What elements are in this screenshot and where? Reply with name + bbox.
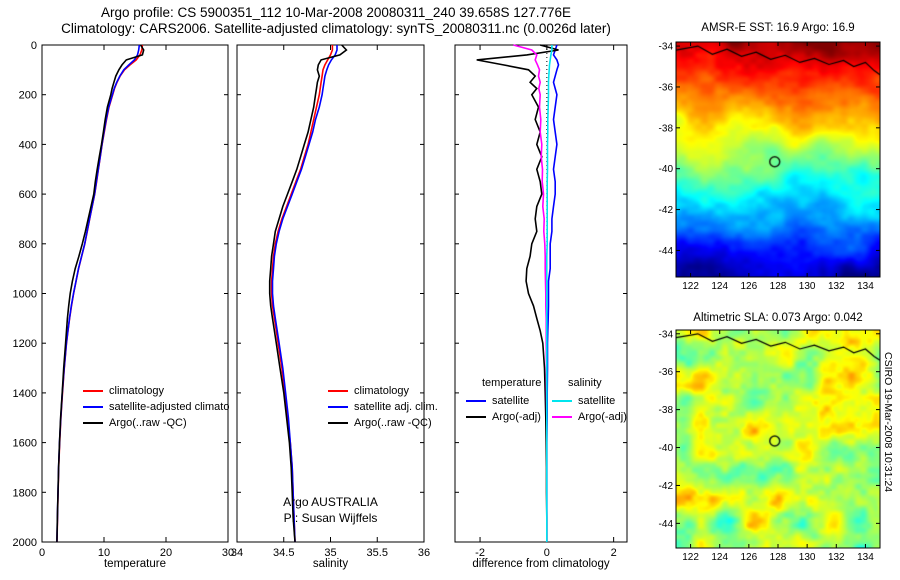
- legend-column-header: salinity: [568, 377, 602, 389]
- csiro-timestamp: CSIRO 19-Mar-2008 10:31:24: [882, 352, 894, 493]
- difference-chart: -2 0 2: [454, 44, 628, 559]
- svg-text:122: 122: [682, 281, 699, 292]
- svg-text:-44: -44: [659, 519, 674, 530]
- annotation-line: PI: Susan Wijffels: [283, 511, 378, 525]
- svg-text:134: 134: [857, 552, 874, 563]
- legend-label: climatology: [354, 385, 410, 397]
- climatology-line-swatch: [83, 390, 103, 392]
- svg-text:-36: -36: [659, 367, 674, 378]
- satellite-line-swatch: [466, 400, 486, 402]
- svg-text:128: 128: [770, 552, 787, 563]
- pi-annotation: Argo AUSTRALIA PI: Susan Wijffels: [237, 494, 424, 526]
- svg-text:126: 126: [741, 552, 758, 563]
- sst-map-image: [676, 42, 880, 277]
- svg-text:-38: -38: [659, 405, 674, 416]
- difference-legend-temperature: temperature satellite Argo(-adj): [466, 377, 541, 425]
- temperature-axis-label: temperature: [103, 558, 166, 570]
- satellite-line-swatch: [83, 406, 103, 408]
- legend-label: satellite: [578, 395, 616, 407]
- svg-text:-34: -34: [659, 329, 674, 340]
- svg-text:200: 200: [19, 90, 37, 102]
- svg-text:126: 126: [741, 281, 758, 292]
- legend-label: satellite adj. clim.: [354, 401, 438, 413]
- satellite-line-swatch: [552, 400, 572, 402]
- svg-text:-36: -36: [659, 82, 674, 93]
- svg-text:132: 132: [828, 552, 845, 563]
- argo-line-swatch: [328, 422, 348, 424]
- svg-text:0: 0: [31, 40, 37, 52]
- svg-text:124: 124: [711, 552, 728, 563]
- svg-text:128: 128: [770, 281, 787, 292]
- sst-map-title: AMSR-E SST: 16.9 Argo: 16.9: [701, 22, 855, 34]
- svg-text:-44: -44: [659, 246, 674, 257]
- legend-item: satellite adj. clim.: [328, 399, 438, 415]
- svg-text:1600: 1600: [13, 438, 37, 450]
- salinity-axis-label: salinity: [312, 558, 349, 570]
- difference-legend-salinity: salinity satellite Argo(-adj): [552, 377, 627, 425]
- svg-text:-40: -40: [659, 164, 674, 175]
- legend-column-header: temperature: [482, 377, 542, 389]
- figure-subtitle: Climatology: CARS2006. Satellite-adjuste…: [61, 21, 611, 36]
- salinity-legend: climatology satellite adj. clim. Argo(..…: [328, 383, 438, 431]
- annotation-line: Argo AUSTRALIA: [283, 495, 378, 509]
- sla-map-title: Altimetric SLA: 0.073 Argo: 0.042: [693, 312, 863, 324]
- legend-item: Argo(-adj): [466, 409, 541, 425]
- svg-text:1800: 1800: [13, 487, 37, 499]
- legend-item: satellite-adjusted climatology: [83, 399, 229, 415]
- salinity-chart: 34 34.5 35 35.5 36: [231, 44, 430, 559]
- legend-label: satellite-adjusted climatology: [109, 401, 229, 413]
- argo-line-swatch: [552, 416, 572, 418]
- svg-text:-42: -42: [659, 205, 674, 216]
- svg-text:-40: -40: [659, 443, 674, 454]
- legend-label: Argo(-adj): [492, 411, 541, 423]
- svg-text:-38: -38: [659, 123, 674, 134]
- legend-label: Argo(-adj): [578, 411, 627, 423]
- legend-item: Argo(-adj): [552, 409, 627, 425]
- legend-item: climatology: [83, 383, 229, 399]
- legend-label: climatology: [109, 385, 165, 397]
- svg-text:130: 130: [799, 281, 816, 292]
- svg-text:600: 600: [19, 189, 37, 201]
- svg-text:1200: 1200: [13, 338, 37, 350]
- legend-label: Argo(..raw -QC): [354, 417, 432, 429]
- svg-text:400: 400: [19, 139, 37, 151]
- svg-text:-42: -42: [659, 481, 674, 492]
- svg-text:2000: 2000: [13, 537, 37, 549]
- argo-line-swatch: [83, 422, 103, 424]
- temperature-chart: 0 10 20 30020040060080010001200140016001800…: [13, 40, 235, 559]
- svg-text:130: 130: [799, 552, 816, 563]
- satellite-line-swatch: [328, 406, 348, 408]
- legend-item: satellite: [552, 393, 627, 409]
- sla-map-image: [676, 330, 880, 548]
- legend-item: Argo(..raw -QC): [83, 415, 229, 431]
- legend-item: climatology: [328, 383, 428, 399]
- legend-label: Argo(..raw -QC): [109, 417, 187, 429]
- svg-text:1400: 1400: [13, 388, 37, 400]
- difference-axis-label: difference from climatology: [472, 558, 610, 570]
- legend-item: Argo(..raw -QC): [328, 415, 432, 431]
- legend-label: satellite: [492, 395, 530, 407]
- legend-item: satellite: [466, 393, 541, 409]
- svg-text:800: 800: [19, 239, 37, 251]
- svg-text:-34: -34: [659, 42, 674, 53]
- svg-text:134: 134: [857, 281, 874, 292]
- argo-line-swatch: [466, 416, 486, 418]
- svg-text:132: 132: [828, 281, 845, 292]
- svg-text:122: 122: [682, 552, 699, 563]
- svg-text:1000: 1000: [13, 289, 37, 301]
- figure-title: Argo profile: CS 5900351_112 10-Mar-2008…: [100, 5, 572, 20]
- temperature-legend: climatology satellite-adjusted climatolo…: [83, 383, 229, 431]
- climatology-line-swatch: [328, 390, 348, 392]
- svg-text:124: 124: [711, 281, 728, 292]
